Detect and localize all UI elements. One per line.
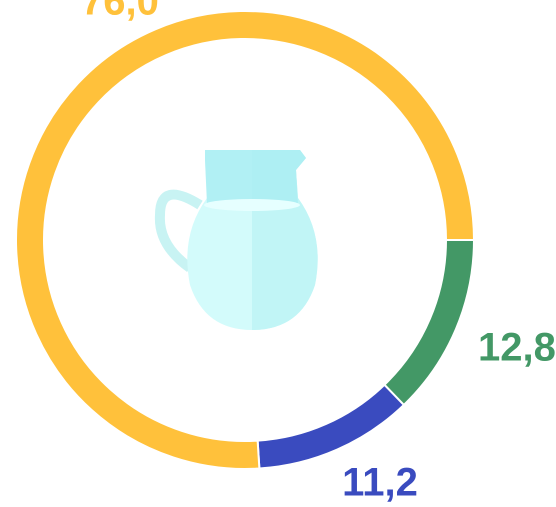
jug-icon xyxy=(154,150,318,330)
donut-slice xyxy=(256,383,406,470)
jug-top xyxy=(205,150,306,205)
milk-surface xyxy=(204,199,300,211)
donut-slice xyxy=(383,239,476,407)
value-label: 12,8 xyxy=(478,326,556,370)
jug-handle xyxy=(154,189,203,273)
value-label: 11,2 xyxy=(342,461,418,505)
donut-slice xyxy=(15,10,476,470)
value-label: 76,0 xyxy=(81,0,159,24)
